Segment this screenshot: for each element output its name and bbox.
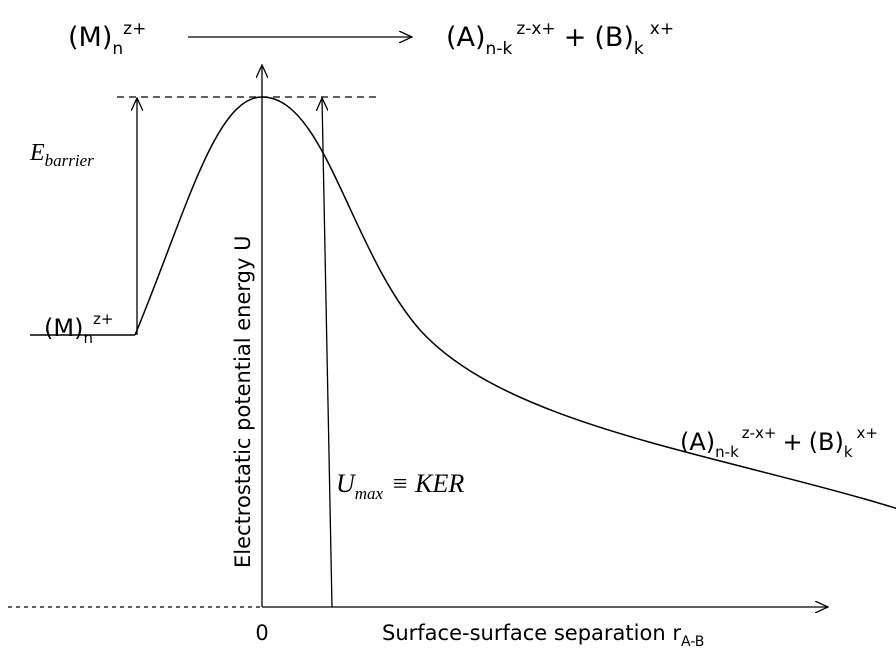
origin-label: 0 (255, 621, 268, 645)
subscript: A-B (681, 634, 704, 650)
operator: + (564, 22, 587, 53)
superscript: z-x+ (742, 424, 777, 442)
main: (A) (446, 22, 486, 53)
superscript: x+ (650, 19, 674, 39)
initial-state-label: (M)nz+ (44, 310, 113, 347)
potential-curve (134, 96, 896, 510)
kinetic-label: Umax ≡ KER (336, 469, 464, 503)
y-axis-label: Electrostatic potential energy U (231, 236, 255, 568)
x-axis-label: Surface-surface separation rA-B (382, 621, 704, 650)
subscript: max (355, 484, 384, 503)
main: (B) (594, 22, 634, 53)
main: Surface-surface separation r (382, 621, 681, 645)
subscript: n (112, 39, 123, 59)
relation: ≡ KER (391, 469, 464, 498)
main: (A) (680, 428, 715, 456)
main: (M) (68, 22, 112, 53)
subscript: n-k (715, 443, 739, 461)
subscript: barrier (45, 151, 95, 170)
main: E (29, 140, 45, 166)
reaction-products: (A)n-kz-x+ + (B)k x+ (446, 19, 674, 59)
main: (M) (44, 314, 83, 342)
superscript: x+ (857, 424, 878, 442)
superscript: z+ (123, 19, 146, 39)
subscript: k (844, 443, 853, 461)
superscript: z-x+ (516, 19, 555, 39)
main: U (336, 469, 357, 498)
final-state-label: (A)n-kz-x+ + (B)kx+ (680, 424, 878, 461)
subscript: n-k (486, 39, 513, 59)
reaction-reactant: (M)nz+ (68, 19, 146, 59)
main: (B) (809, 428, 844, 456)
barrier-label: Ebarrier (29, 140, 94, 170)
subscript: k (634, 39, 644, 59)
superscript: z+ (93, 310, 113, 328)
operator: + (783, 428, 803, 456)
subscript: n (83, 329, 93, 347)
kinetic-arrow (322, 98, 333, 608)
